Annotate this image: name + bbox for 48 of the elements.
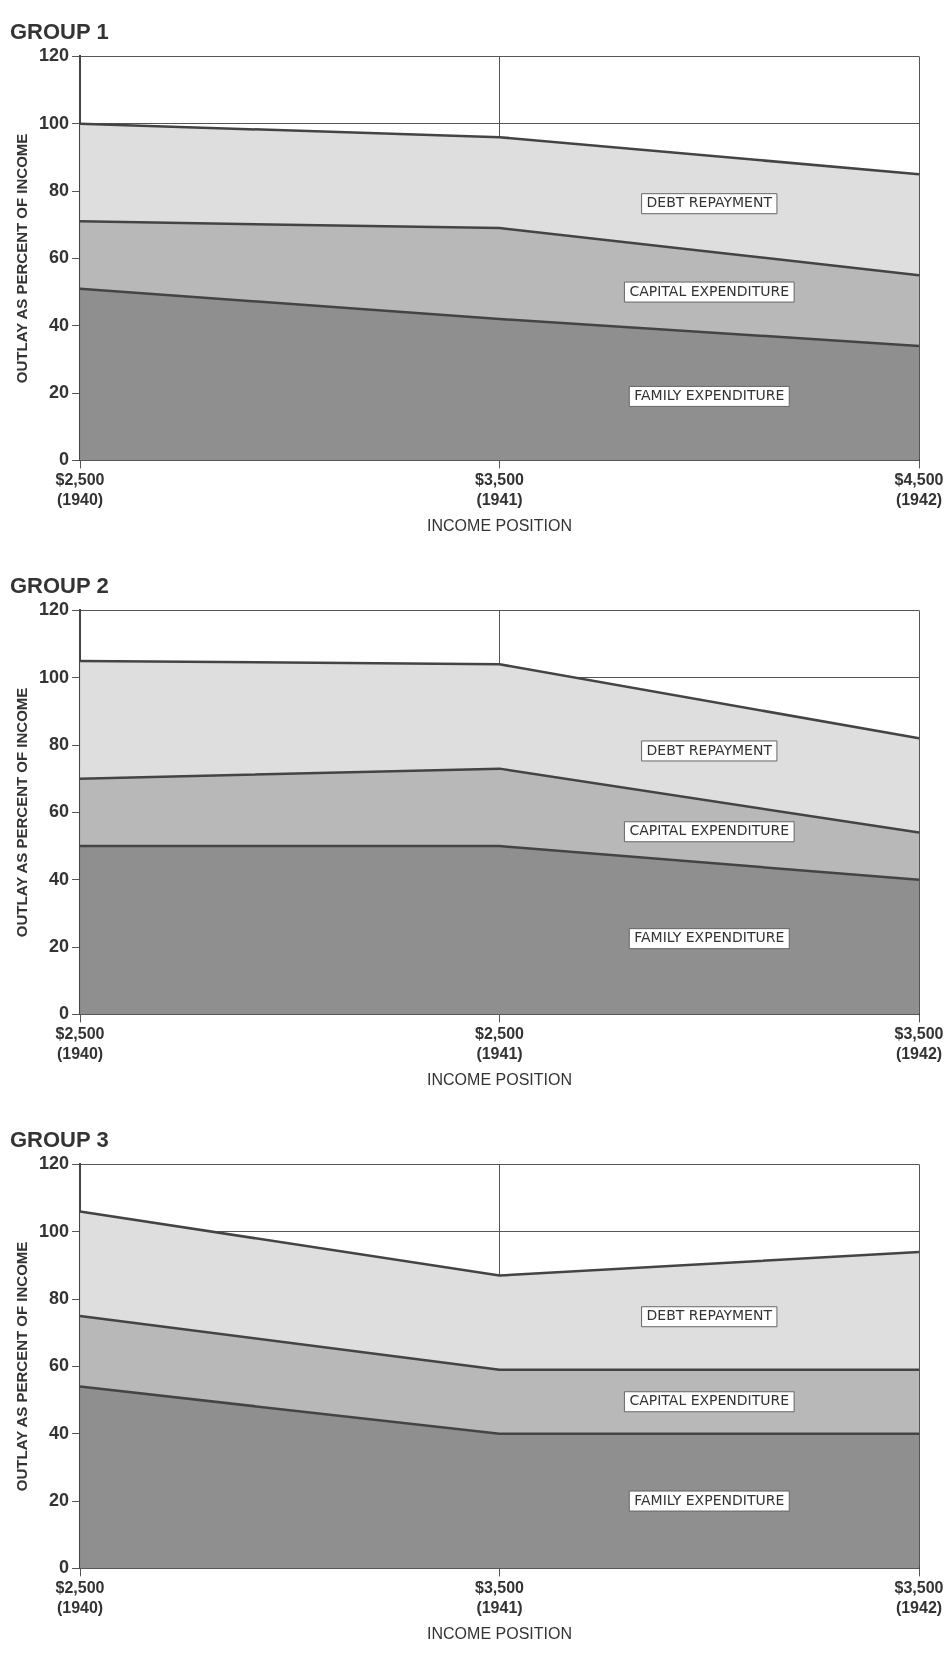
series-label: CAPITAL EXPENDITURE bbox=[629, 282, 790, 299]
y-tick-label: 60 bbox=[49, 801, 70, 822]
series-label: FAMILY EXPENDITURE bbox=[634, 387, 785, 404]
series-label: FAMILY EXPENDITURE bbox=[634, 1491, 785, 1508]
y-tick-label: 60 bbox=[49, 1355, 70, 1376]
x-tick-label: $2,500 (1940) bbox=[55, 471, 105, 508]
y-tick-label: 80 bbox=[49, 180, 70, 201]
y-tick-label: 100 bbox=[38, 112, 70, 133]
y-axis-title: OUTLAY AS PERCENT OF INCOME bbox=[13, 687, 31, 938]
series-label: CAPITAL EXPENDITURE bbox=[629, 1392, 790, 1409]
series-label: FAMILY EXPENDITURE bbox=[634, 929, 785, 946]
series-label: CAPITAL EXPENDITURE bbox=[629, 822, 790, 839]
x-tick-label: $2,500 (1940) bbox=[55, 1025, 105, 1062]
x-tick-label: $2,500 (1940) bbox=[55, 1579, 105, 1616]
y-tick-label: 0 bbox=[59, 1003, 70, 1024]
series-label: DEBT REPAYMENT bbox=[646, 194, 773, 211]
y-tick-label: 20 bbox=[49, 936, 70, 957]
y-tick-label: 20 bbox=[49, 382, 70, 403]
x-tick-label: $3,500 (1941) bbox=[475, 471, 525, 508]
series-label: DEBT REPAYMENT bbox=[646, 741, 773, 758]
y-tick-label: 40 bbox=[49, 1422, 70, 1443]
y-tick-label: 40 bbox=[49, 868, 70, 889]
y-axis-title: OUTLAY AS PERCENT OF INCOME bbox=[13, 133, 31, 384]
x-tick-label: $3,500 (1942) bbox=[894, 1579, 944, 1616]
x-tick-label: $3,500 (1942) bbox=[894, 1025, 944, 1062]
chart-title: GROUP 3 bbox=[10, 1127, 109, 1153]
y-tick-label: 100 bbox=[38, 1220, 70, 1241]
x-tick-label: $4,500 (1942) bbox=[894, 471, 944, 508]
y-tick-label: 20 bbox=[49, 1490, 70, 1511]
y-tick-label: 100 bbox=[38, 666, 70, 687]
x-axis-title: INCOME POSITION bbox=[427, 1624, 572, 1642]
y-tick-label: 40 bbox=[49, 314, 70, 335]
x-tick-label: $2,500 (1941) bbox=[475, 1025, 525, 1062]
y-tick-label: 0 bbox=[59, 1557, 70, 1578]
y-tick-label: 0 bbox=[59, 449, 70, 470]
chart-title: GROUP 1 bbox=[10, 19, 109, 45]
y-tick-label: 120 bbox=[38, 1153, 70, 1174]
y-tick-label: 80 bbox=[49, 734, 70, 755]
x-axis-title: INCOME POSITION bbox=[427, 516, 572, 534]
y-axis-title: OUTLAY AS PERCENT OF INCOME bbox=[13, 1241, 31, 1492]
chart-title: GROUP 2 bbox=[10, 573, 109, 599]
x-axis-title: INCOME POSITION bbox=[427, 1070, 572, 1088]
y-tick-label: 120 bbox=[38, 599, 70, 620]
y-tick-label: 80 bbox=[49, 1288, 70, 1309]
x-tick-label: $3,500 (1941) bbox=[475, 1579, 525, 1616]
y-tick-label: 120 bbox=[38, 45, 70, 66]
series-label: DEBT REPAYMENT bbox=[646, 1307, 773, 1324]
y-tick-label: 60 bbox=[49, 247, 70, 268]
